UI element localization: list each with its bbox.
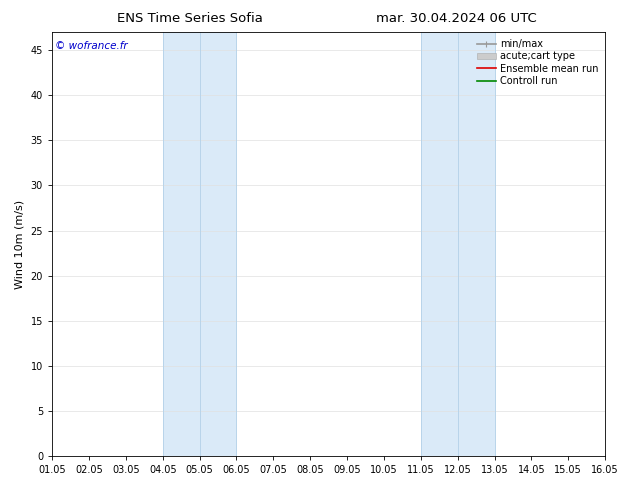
Y-axis label: Wind 10m (m/s): Wind 10m (m/s)	[15, 199, 25, 289]
Legend: min/max, acute;cart type, Ensemble mean run, Controll run: min/max, acute;cart type, Ensemble mean …	[475, 37, 600, 88]
Bar	[163, 32, 236, 456]
Text: ENS Time Series Sofia: ENS Time Series Sofia	[117, 12, 263, 25]
Text: mar. 30.04.2024 06 UTC: mar. 30.04.2024 06 UTC	[376, 12, 537, 25]
Bar	[421, 32, 495, 456]
Text: © wofrance.fr: © wofrance.fr	[55, 41, 127, 50]
